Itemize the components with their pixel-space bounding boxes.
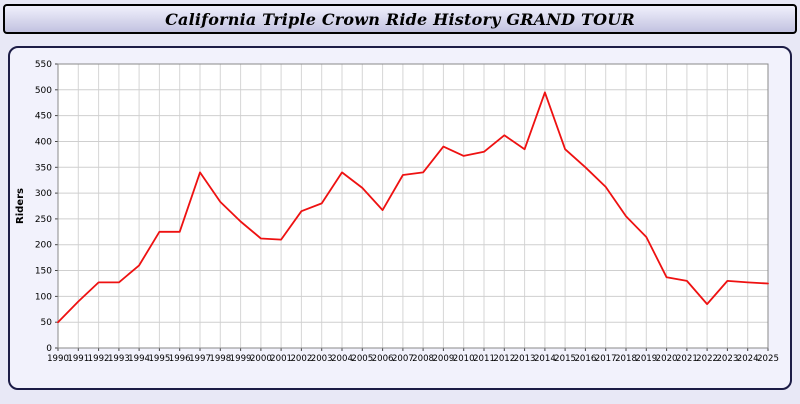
svg-text:2019: 2019 — [635, 354, 657, 364]
svg-text:1999: 1999 — [230, 354, 252, 364]
svg-text:1997: 1997 — [189, 354, 211, 364]
svg-text:50: 50 — [41, 318, 53, 328]
page-title-bar: California Triple Crown Ride History GRA… — [3, 4, 797, 34]
svg-text:1998: 1998 — [209, 354, 231, 364]
svg-text:1996: 1996 — [169, 354, 191, 364]
svg-text:1994: 1994 — [128, 354, 150, 364]
svg-text:1991: 1991 — [67, 354, 89, 364]
svg-text:100: 100 — [35, 292, 52, 302]
svg-text:2020: 2020 — [656, 354, 678, 364]
svg-text:2011: 2011 — [473, 354, 495, 364]
page-title: California Triple Crown Ride History GRA… — [165, 9, 635, 29]
svg-text:2021: 2021 — [676, 354, 698, 364]
svg-text:2012: 2012 — [493, 354, 515, 364]
svg-text:2015: 2015 — [554, 354, 576, 364]
svg-text:2016: 2016 — [574, 354, 596, 364]
chart-container: 1990 1991 1992 1993 1994 1995 1996 1997 1998 1999… — [8, 46, 792, 390]
svg-text:2008: 2008 — [412, 354, 434, 364]
svg-text:2024: 2024 — [737, 354, 759, 364]
svg-text:2017: 2017 — [595, 354, 617, 364]
svg-text:450: 450 — [35, 112, 52, 122]
svg-text:2009: 2009 — [432, 354, 454, 364]
svg-text:150: 150 — [35, 267, 52, 277]
svg-text:2002: 2002 — [290, 354, 312, 364]
svg-text:1995: 1995 — [148, 354, 170, 364]
svg-text:2025: 2025 — [757, 354, 779, 364]
svg-text:2018: 2018 — [615, 354, 637, 364]
svg-text:2000: 2000 — [250, 354, 272, 364]
svg-text:250: 250 — [35, 215, 52, 225]
svg-text:200: 200 — [35, 241, 52, 251]
svg-text:2005: 2005 — [351, 354, 373, 364]
svg-text:300: 300 — [35, 189, 52, 199]
svg-text:0: 0 — [46, 344, 52, 354]
svg-text:2006: 2006 — [372, 354, 394, 364]
svg-text:1993: 1993 — [108, 354, 130, 364]
svg-text:2004: 2004 — [331, 354, 353, 364]
svg-text:2013: 2013 — [514, 354, 536, 364]
svg-text:2003: 2003 — [311, 354, 333, 364]
svg-text:1990: 1990 — [47, 354, 69, 364]
svg-text:2023: 2023 — [716, 354, 738, 364]
ride-history-chart: 1990199119921993199419951996199719981999… — [15, 60, 779, 364]
svg-text:2014: 2014 — [534, 354, 556, 364]
svg-text:2001: 2001 — [270, 354, 292, 364]
svg-text:350: 350 — [35, 163, 52, 173]
svg-text:500: 500 — [35, 86, 52, 96]
svg-text:2022: 2022 — [696, 354, 718, 364]
svg-text:2007: 2007 — [392, 354, 414, 364]
svg-text:Riders: Riders — [15, 188, 26, 224]
svg-text:2010: 2010 — [453, 354, 475, 364]
svg-text:550: 550 — [35, 60, 52, 70]
svg-text:400: 400 — [35, 138, 52, 148]
svg-text:1992: 1992 — [88, 354, 110, 364]
